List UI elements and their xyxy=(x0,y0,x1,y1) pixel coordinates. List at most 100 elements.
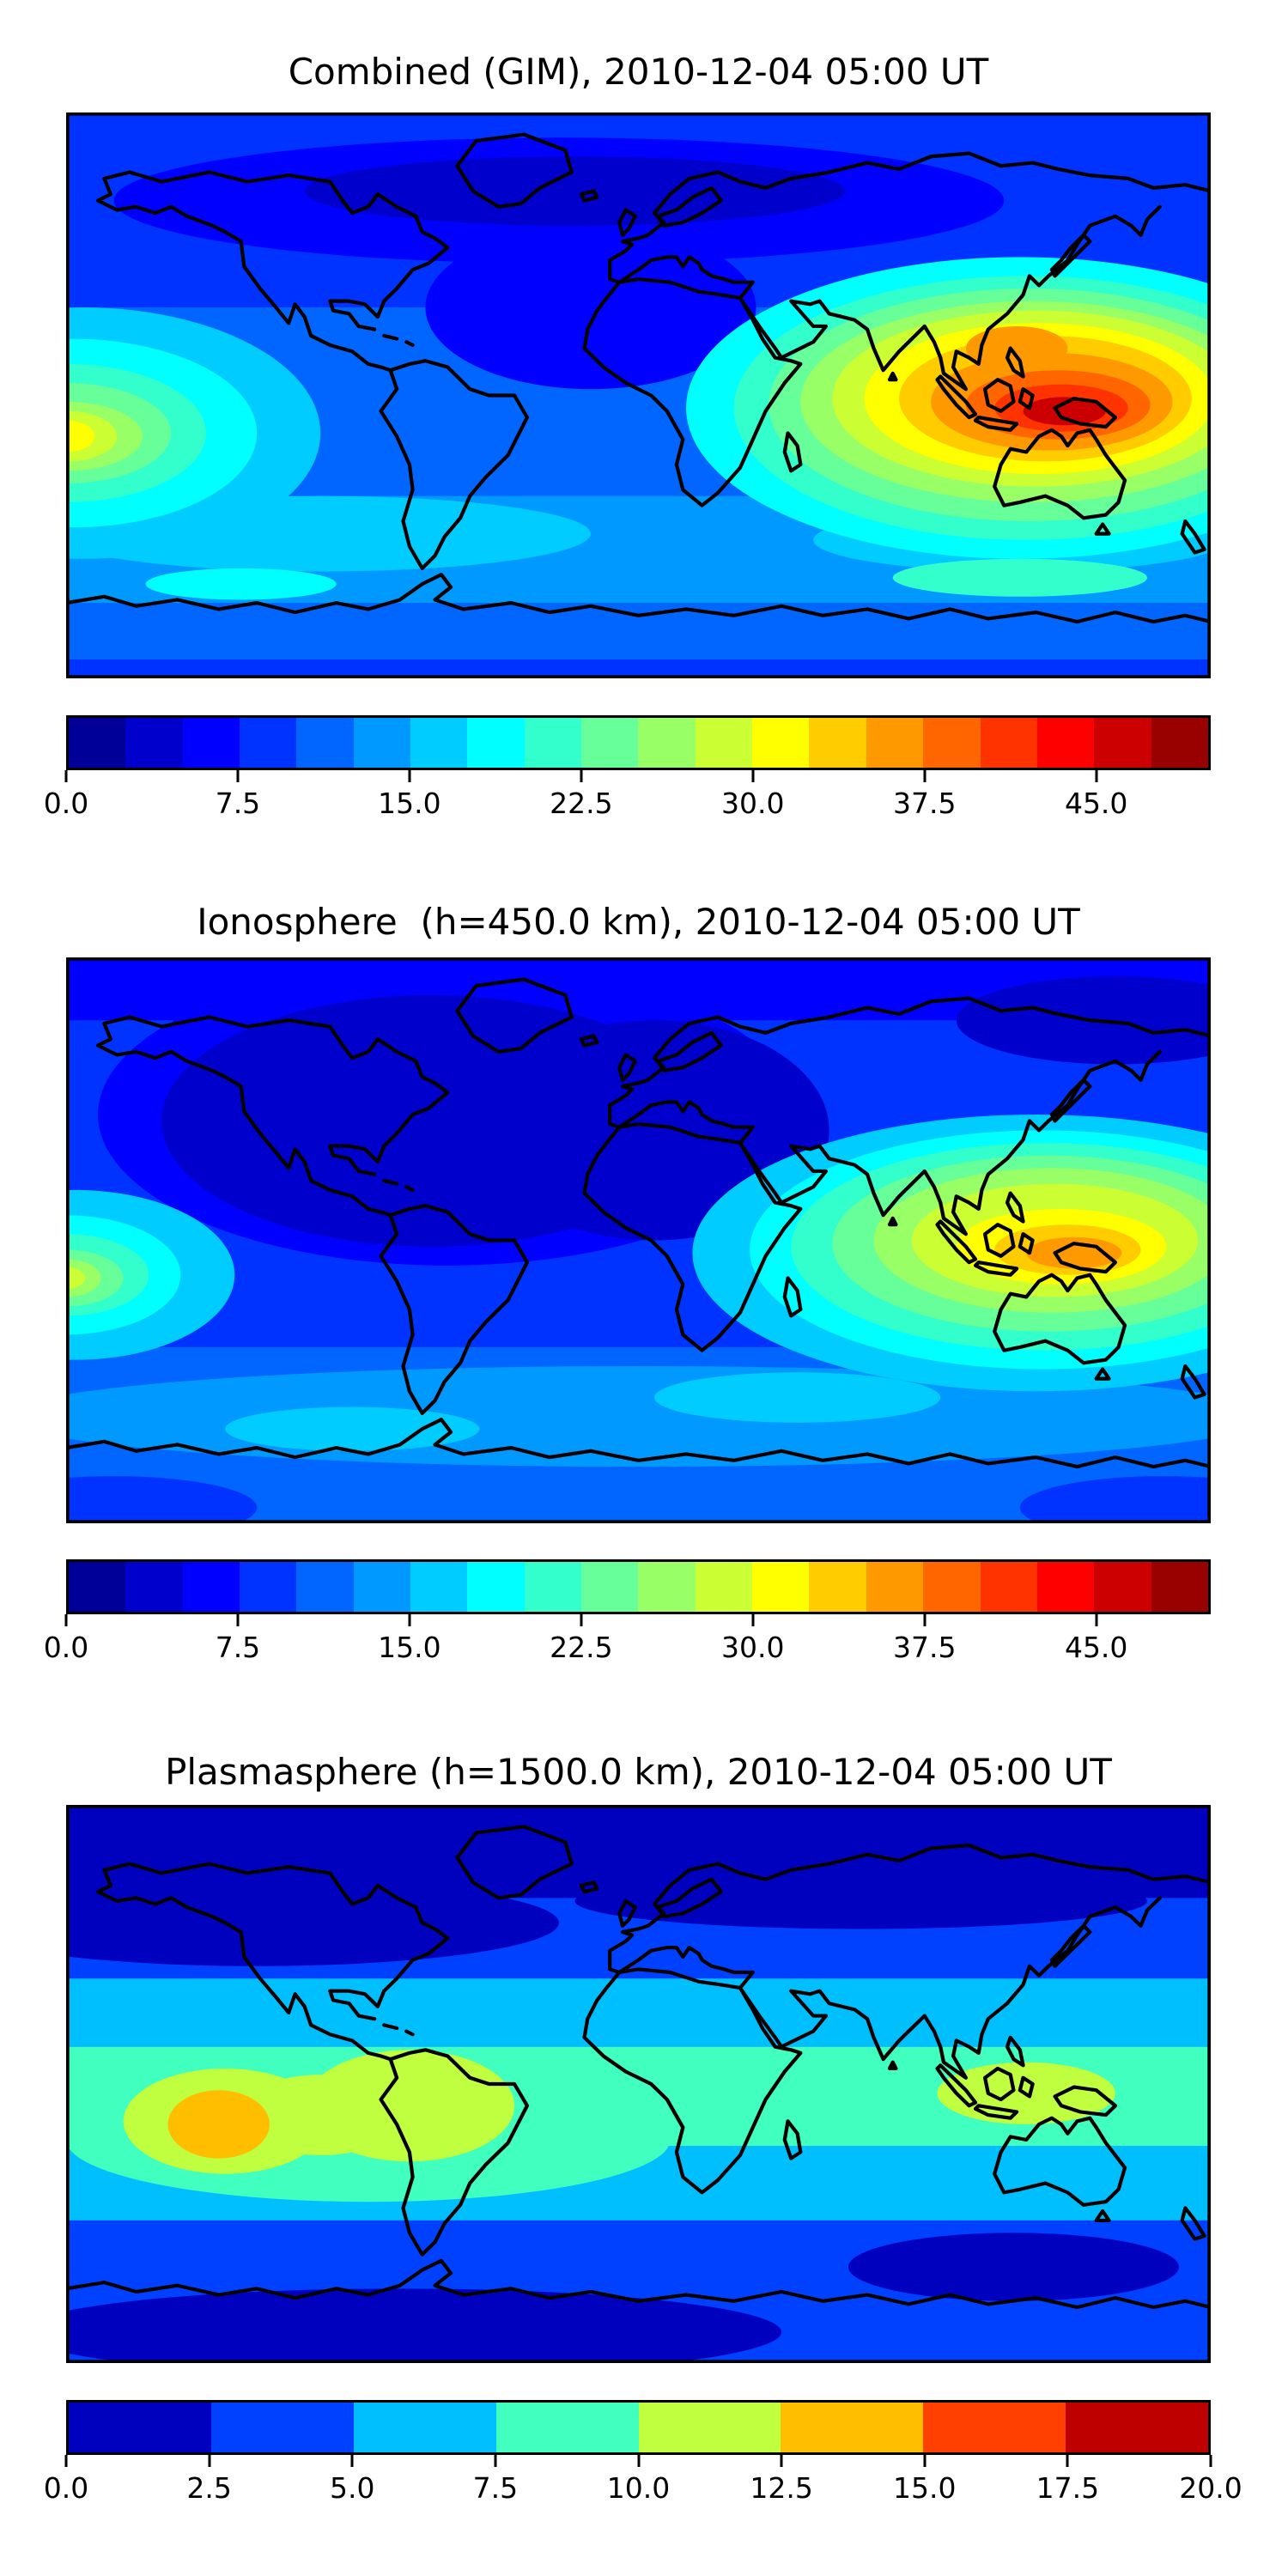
tick-label: 7.5 xyxy=(472,2471,519,2505)
tick-label: 45.0 xyxy=(1064,1631,1128,1664)
colorbar-segment xyxy=(809,1562,866,1612)
colorbar-labels-combined: 0.0 7.5 15.0 22.5 30.0 37.5 45.0 xyxy=(44,787,1211,824)
colorbar-segment xyxy=(467,1562,525,1612)
colorbar-segment xyxy=(1094,718,1151,768)
tick-mark xyxy=(637,2455,640,2467)
tick-label: 12.5 xyxy=(750,2471,813,2505)
world-map-plasmasphere xyxy=(66,1805,1211,2363)
tick-mark xyxy=(64,2455,68,2467)
colorbar-segment xyxy=(781,2403,924,2452)
tec-field-plasmasphere xyxy=(66,1805,1211,2363)
colorbar-segment xyxy=(495,2403,639,2452)
colorbar-segment xyxy=(524,1562,582,1612)
colorbar-segment xyxy=(866,1562,924,1612)
tick-mark xyxy=(780,2455,783,2467)
colorbar-segment xyxy=(1036,1562,1095,1612)
tick-mark xyxy=(751,1614,755,1626)
tick-label: 20.0 xyxy=(1179,2471,1242,2505)
panel-title-ionosphere: Ionosphere (h=450.0 km), 2010-12-04 05:0… xyxy=(197,901,1080,943)
colorbar-segment xyxy=(125,718,183,768)
tick-label: 45.0 xyxy=(1064,787,1128,820)
colorbar-labels-plasmasphere: 0.0 2.5 5.0 7.5 10.0 12.5 15.0 17.5 20.0 xyxy=(44,2471,1242,2509)
tec-field-ionosphere xyxy=(66,957,1211,1523)
colorbar-segment xyxy=(752,718,810,768)
colorbar-segment xyxy=(125,1562,183,1612)
colorbar-segment xyxy=(581,1562,639,1612)
colorbar-segment xyxy=(638,1562,696,1612)
tick-mark xyxy=(923,770,927,782)
colorbar-segment xyxy=(210,2403,354,2452)
colorbar-ticks-plasmasphere xyxy=(64,2455,1212,2467)
world-map-ionosphere xyxy=(66,957,1211,1523)
colorbar-segment xyxy=(809,718,866,768)
colorbar-segment xyxy=(410,1562,468,1612)
colorbar-segment xyxy=(69,718,126,768)
colorbar-segment xyxy=(467,718,525,768)
colorbar-segment xyxy=(923,718,981,768)
colorbar-combined xyxy=(66,715,1211,770)
tick-label: 7.5 xyxy=(215,787,261,820)
colorbar-segment xyxy=(695,1562,753,1612)
colorbar-segment xyxy=(182,1562,240,1612)
colorbar-segment xyxy=(980,1562,1037,1612)
tick-label: 7.5 xyxy=(215,1631,261,1664)
colorbar-segment xyxy=(1151,718,1208,768)
tick-mark xyxy=(64,770,68,782)
colorbar-segment xyxy=(581,718,639,768)
colorbar-segment xyxy=(638,718,696,768)
colorbar-segment xyxy=(638,2403,781,2452)
colorbar-segment xyxy=(866,718,924,768)
tick-mark xyxy=(408,1614,411,1626)
panel-title-combined: Combined (GIM), 2010-12-04 05:00 UT xyxy=(288,51,989,93)
tick-mark xyxy=(1066,2455,1069,2467)
tick-label: 37.5 xyxy=(893,1631,957,1664)
colorbar-segment xyxy=(923,1562,981,1612)
tick-mark xyxy=(751,770,755,782)
map-border-plasmasphere xyxy=(66,1805,1211,2363)
tec-field-combined xyxy=(66,112,1211,678)
tick-label: 15.0 xyxy=(378,1631,441,1664)
map-border-ionosphere xyxy=(66,957,1211,1523)
colorbar-segment xyxy=(296,718,354,768)
tick-mark xyxy=(64,1614,68,1626)
colorbar-ticks-combined xyxy=(64,770,1211,782)
tick-label: 37.5 xyxy=(893,787,957,820)
tick-mark xyxy=(408,770,411,782)
tick-label: 17.5 xyxy=(1036,2471,1100,2505)
colorbar-segment xyxy=(69,1562,126,1612)
tick-label: 22.5 xyxy=(550,1631,613,1664)
colorbar-plasmasphere xyxy=(66,2400,1211,2455)
colorbar-segment xyxy=(524,718,582,768)
tick-mark xyxy=(923,1614,927,1626)
colorbar-segment xyxy=(410,718,468,768)
tick-mark xyxy=(208,2455,211,2467)
tick-label: 0.0 xyxy=(43,2471,89,2505)
colorbar-ticks-ionosphere xyxy=(64,1614,1211,1626)
colorbar-segment xyxy=(240,1562,297,1612)
tick-mark xyxy=(923,2455,927,2467)
tick-label: 0.0 xyxy=(43,1631,89,1664)
colorbar-segment xyxy=(69,2403,211,2452)
tick-mark xyxy=(1095,1614,1098,1626)
tick-label: 10.0 xyxy=(606,2471,671,2505)
tick-mark xyxy=(494,2455,497,2467)
colorbar-segment xyxy=(296,1562,354,1612)
tick-label: 30.0 xyxy=(721,1631,785,1664)
map-border-combined xyxy=(66,112,1211,678)
colorbar-segment xyxy=(353,718,411,768)
colorbar-segment xyxy=(752,1562,810,1612)
tick-label: 0.0 xyxy=(43,787,89,820)
colorbar-segment xyxy=(1151,1562,1208,1612)
tick-label: 15.0 xyxy=(378,787,441,820)
tick-mark xyxy=(1095,770,1098,782)
colorbar-segment xyxy=(1066,2403,1208,2452)
colorbar-segment xyxy=(695,718,753,768)
tick-mark xyxy=(580,770,583,782)
tick-label: 2.5 xyxy=(186,2471,232,2505)
tick-label: 30.0 xyxy=(721,787,785,820)
colorbar-segment xyxy=(1036,718,1095,768)
colorbar-labels-ionosphere: 0.0 7.5 15.0 22.5 30.0 37.5 45.0 xyxy=(44,1631,1211,1668)
colorbar-segment xyxy=(240,718,297,768)
tick-mark xyxy=(350,2455,354,2467)
tick-mark xyxy=(236,770,240,782)
